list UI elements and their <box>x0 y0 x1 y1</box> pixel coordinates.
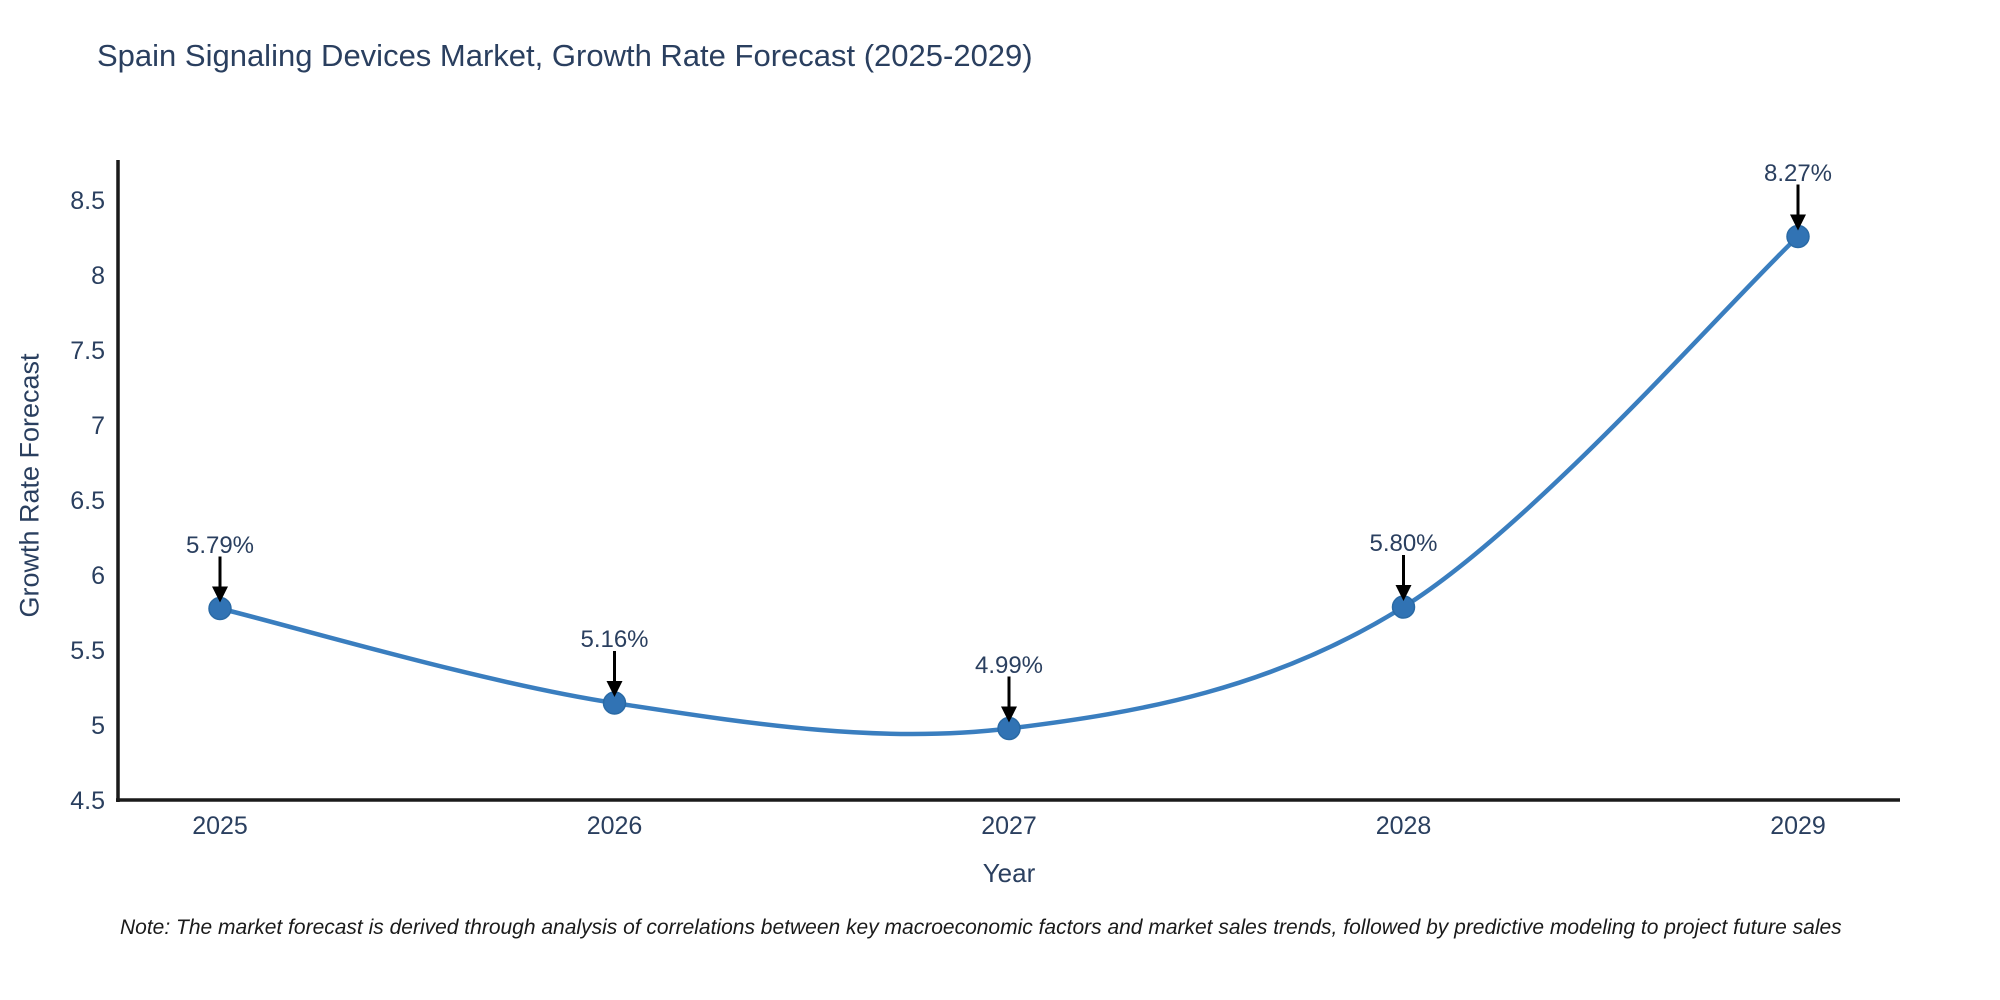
annotation-arrows <box>212 184 1806 723</box>
y-tick-label: 4.5 <box>70 787 105 815</box>
annotation-arrowhead <box>1395 585 1412 601</box>
x-axis-title: Year <box>982 858 1036 888</box>
y-tick-label: 8.5 <box>70 187 105 215</box>
y-tick-label: 7.5 <box>70 337 105 365</box>
x-tick-label: 2029 <box>1770 812 1826 840</box>
data-point-label: 5.79% <box>185 531 255 559</box>
y-tick-label: 6.5 <box>70 487 105 515</box>
x-tick-label: 2028 <box>1375 812 1432 840</box>
y-tick-label: 5.5 <box>70 637 105 665</box>
methodology-note: Note: The market forecast is derived thr… <box>120 916 1842 939</box>
data-point-label: 8.27% <box>1763 159 1833 187</box>
x-tick-label: 2027 <box>981 812 1037 840</box>
x-tick-label: 2026 <box>586 812 643 840</box>
annotation-arrowhead <box>1001 706 1017 723</box>
forecast-spline-line <box>217 234 1801 737</box>
data-point-label: 5.80% <box>1369 530 1438 557</box>
annotation-arrowhead <box>606 681 623 697</box>
y-tick-label: 7 <box>91 412 105 440</box>
annotation-arrowhead <box>212 586 228 603</box>
y-tick-label: 6 <box>91 562 105 590</box>
data-point-label: 4.99% <box>974 651 1044 679</box>
y-tick-label: 8 <box>91 262 105 290</box>
annotation-arrowhead <box>1790 214 1806 231</box>
data-point-markers <box>208 224 1810 741</box>
chart-title: Spain Signaling Devices Market, Growth R… <box>97 38 1033 73</box>
data-point-label: 5.16% <box>580 626 649 653</box>
y-tick-label: 5 <box>91 712 105 740</box>
x-tick-label: 2025 <box>192 812 248 840</box>
